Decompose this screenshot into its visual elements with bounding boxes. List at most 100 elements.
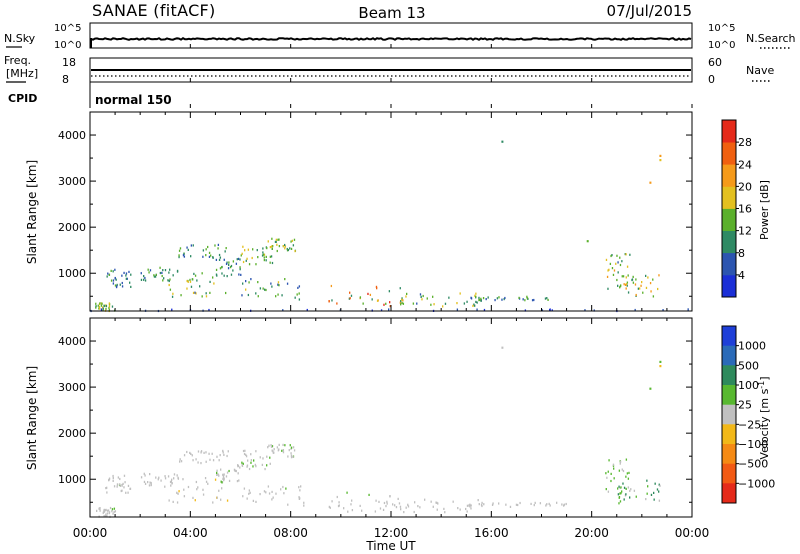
echo-cell — [623, 486, 626, 489]
cpid-label: CPID — [8, 92, 37, 105]
echo-cell — [255, 292, 257, 295]
echo-cell — [637, 287, 640, 290]
echo-cell — [239, 466, 241, 469]
echo-cell — [163, 277, 165, 280]
echo-cell — [176, 269, 179, 272]
echo-cell — [607, 287, 609, 290]
echo-cell — [297, 286, 299, 289]
echo-cell — [375, 285, 378, 288]
echo-cell — [298, 497, 301, 500]
echo-cell — [625, 458, 628, 461]
echo-cell — [225, 291, 227, 295]
echo-cell — [228, 469, 230, 473]
echo-cell — [275, 238, 278, 241]
echo-cell — [625, 493, 627, 496]
echo-cell — [116, 285, 118, 288]
echo-cell — [247, 459, 249, 462]
echo-cell — [241, 464, 244, 467]
echo-cell — [162, 279, 164, 282]
echo-cell — [263, 490, 266, 493]
echo-cell — [478, 296, 480, 299]
echo-cell — [632, 275, 634, 278]
echo-cell — [350, 503, 352, 506]
echo-cell — [272, 496, 274, 499]
echo-cell — [106, 515, 108, 518]
echo-cell — [281, 449, 283, 452]
echo-cell — [617, 493, 620, 496]
echo-cell — [498, 296, 500, 299]
echo-cell — [160, 479, 162, 482]
echo-cell — [293, 238, 296, 241]
echo-cell — [144, 279, 147, 282]
echo-cell — [385, 505, 387, 508]
y-tick-label: 1000 — [58, 267, 86, 280]
echo-cell — [276, 249, 278, 253]
echo-cell — [266, 464, 268, 467]
echo-cell — [386, 500, 388, 503]
echo-cell — [159, 271, 162, 275]
echo-cell — [110, 279, 113, 282]
echo-cell — [526, 297, 528, 300]
echo-cell — [125, 277, 128, 280]
echo-cell — [218, 253, 221, 257]
echo-cell — [252, 499, 255, 502]
echo-cell — [189, 278, 191, 281]
isolated-echo — [649, 387, 652, 390]
echo-cell — [657, 287, 659, 291]
echo-cell — [634, 283, 637, 286]
echo-cell — [533, 504, 535, 507]
echo-cell — [252, 465, 254, 468]
colorbar-swatch — [722, 120, 736, 143]
echo-cell — [401, 298, 403, 301]
echo-cell — [610, 479, 612, 483]
echo-cell — [180, 460, 183, 463]
echo-cell — [170, 484, 172, 487]
echo-cell — [171, 478, 173, 481]
echo-cell — [242, 462, 244, 465]
echo-cell — [433, 303, 435, 306]
echo-cell — [189, 451, 191, 454]
echo-cell — [399, 301, 402, 304]
echo-cell — [343, 507, 345, 510]
velocity-colorbar-label: Velocity [m s-1] — [757, 376, 771, 459]
echo-cell — [263, 256, 265, 259]
echo-cell — [238, 273, 240, 276]
y-tick-label: 2000 — [58, 221, 86, 234]
echo-cell — [264, 468, 266, 471]
echo-cell — [208, 255, 211, 258]
echo-cell — [268, 492, 271, 495]
echo-cell — [480, 299, 482, 302]
echo-cell — [226, 499, 229, 502]
isolated-echo — [659, 154, 662, 157]
echo-cell — [164, 475, 166, 478]
echo-cell — [219, 267, 222, 270]
echo-cell — [271, 498, 273, 501]
echo-cell — [623, 283, 625, 286]
echo-cell — [253, 459, 255, 462]
echo-cell — [221, 481, 223, 484]
echo-cell — [226, 454, 228, 458]
echo-cell — [182, 478, 184, 481]
echo-cell — [496, 297, 499, 300]
echo-cell — [147, 268, 149, 271]
echo-cell — [226, 261, 228, 264]
echo-cell — [368, 493, 370, 496]
echo-cell — [235, 262, 238, 265]
echo-cell — [236, 258, 238, 261]
echo-cell — [646, 479, 648, 482]
isolated-echo — [586, 240, 589, 243]
echo-cell — [211, 452, 213, 455]
echo-cell — [125, 274, 127, 277]
echo-cell — [113, 510, 115, 514]
date-label: 07/Jul/2015 — [607, 2, 692, 20]
echo-cell — [452, 500, 454, 503]
echo-cell — [639, 287, 641, 290]
echo-cell — [144, 482, 147, 485]
echo-cell — [214, 478, 217, 481]
echo-cell — [563, 504, 565, 507]
velocity-unit-suffix: ] — [758, 376, 771, 380]
echo-cell — [290, 452, 292, 455]
echo-cell — [176, 501, 179, 504]
echo-cell — [191, 454, 193, 457]
colorbar-tick-label: −25 — [738, 418, 761, 431]
